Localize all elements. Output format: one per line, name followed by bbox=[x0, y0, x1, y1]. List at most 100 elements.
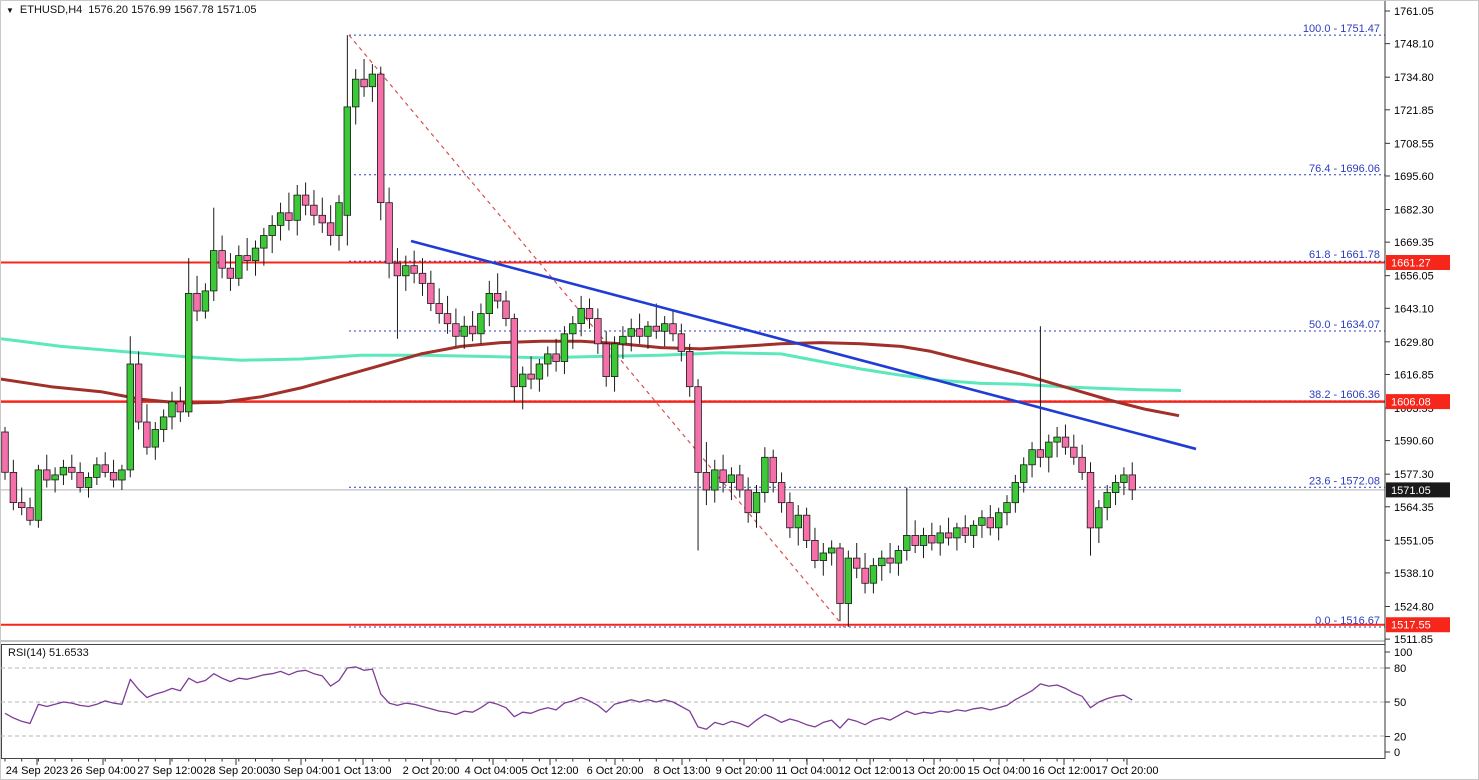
chart-header: ▼ ETHUSD,H4 1576.20 1576.99 1567.78 1571… bbox=[6, 4, 256, 16]
candlestick-series bbox=[1, 35, 1136, 627]
candle-bear bbox=[109, 471, 118, 481]
rsi-line bbox=[4, 666, 1133, 730]
candle-bull bbox=[159, 416, 168, 430]
candle-bear bbox=[43, 469, 51, 481]
price-tick-label: 1643.10 bbox=[1394, 303, 1434, 315]
candle-bear bbox=[385, 202, 393, 264]
candle-bear bbox=[310, 204, 318, 216]
price-label-text: 1606.08 bbox=[1391, 397, 1431, 409]
candle-bear bbox=[861, 567, 869, 584]
candle-bear bbox=[443, 313, 452, 325]
candle-bull bbox=[1103, 492, 1111, 509]
candle-bull bbox=[1120, 474, 1128, 483]
price-tick-label: 1656.05 bbox=[1394, 271, 1434, 283]
time-tick-label: 8 Oct 13:00 bbox=[654, 765, 711, 777]
candle-bull bbox=[627, 328, 635, 337]
descending-trendline bbox=[410, 239, 1197, 451]
rsi-value: 51.6533 bbox=[48, 647, 89, 659]
candle-bull bbox=[878, 557, 886, 567]
candle-bull bbox=[1011, 482, 1019, 504]
price-label-text: 1571.05 bbox=[1391, 485, 1431, 497]
candle-bear bbox=[452, 323, 460, 337]
time-tick-label: 2 Oct 20:00 bbox=[403, 765, 460, 777]
candle-bull bbox=[978, 517, 986, 526]
candle-bear bbox=[585, 308, 594, 320]
candle-bear bbox=[243, 255, 251, 262]
ma-fast-teal bbox=[1, 337, 1182, 392]
candle-bear bbox=[669, 323, 677, 335]
candle-bear bbox=[1078, 456, 1086, 473]
candle-bear bbox=[9, 471, 18, 503]
candle-bear bbox=[928, 535, 936, 544]
time-tick-label: 15 Oct 04:00 bbox=[968, 765, 1031, 777]
candle-bear bbox=[1086, 471, 1095, 529]
time-tick-label: 26 Sep 04:00 bbox=[70, 765, 135, 777]
candle-bull bbox=[661, 323, 669, 332]
candle-bear bbox=[1, 431, 9, 473]
candle-bear bbox=[769, 456, 777, 483]
price-tick-label: 1538.10 bbox=[1394, 568, 1434, 580]
price-label-text: 1661.27 bbox=[1391, 257, 1431, 269]
price-tick-label: 1761.05 bbox=[1394, 6, 1434, 18]
price-label-box bbox=[1386, 482, 1450, 498]
candle-bull bbox=[544, 353, 552, 365]
candle-bull bbox=[351, 78, 360, 108]
candle-bull bbox=[894, 550, 903, 564]
candle-bear bbox=[686, 350, 694, 388]
candle-bull bbox=[1020, 464, 1028, 483]
time-tick-label: 30 Sep 04:00 bbox=[268, 765, 333, 777]
candle-bear bbox=[301, 194, 310, 206]
candle-bull bbox=[209, 250, 218, 292]
candle-bear bbox=[502, 300, 510, 320]
candle-bull bbox=[610, 343, 619, 377]
candle-bull bbox=[995, 512, 1003, 529]
candle-bear bbox=[886, 557, 894, 564]
time-tick-label: 27 Sep 12:00 bbox=[137, 765, 202, 777]
candle-bear bbox=[677, 333, 686, 352]
price-tick-label: 1590.60 bbox=[1394, 436, 1434, 448]
price-tick-label: 1524.80 bbox=[1394, 601, 1434, 613]
fib-level-label: 76.4 - 1696.06 bbox=[1309, 163, 1380, 175]
candle-bull bbox=[727, 474, 736, 483]
candle-bear bbox=[435, 303, 443, 315]
candle-bear bbox=[427, 282, 435, 304]
candle-bear bbox=[836, 547, 844, 604]
rsi-tick-label: 80 bbox=[1394, 663, 1406, 675]
candle-bull bbox=[51, 474, 59, 481]
candle-bull bbox=[1028, 449, 1036, 466]
candle-bull bbox=[752, 492, 761, 514]
candle-bull bbox=[535, 363, 544, 380]
candle-bear bbox=[694, 386, 702, 473]
candle-bull bbox=[569, 323, 577, 335]
candle-bear bbox=[134, 363, 143, 423]
candle-bull bbox=[828, 547, 836, 554]
candle-bull bbox=[936, 532, 944, 544]
candle-bear bbox=[802, 514, 811, 541]
candle-bull bbox=[485, 292, 493, 314]
candle-bull bbox=[477, 313, 485, 335]
rsi-tick-label: 0 bbox=[1394, 747, 1400, 759]
candle-bear bbox=[193, 292, 201, 312]
candle-bull bbox=[368, 73, 377, 88]
candle-bull bbox=[184, 292, 193, 413]
candle-bear bbox=[652, 325, 660, 332]
candle-bull bbox=[794, 514, 802, 529]
candle-bull bbox=[903, 535, 911, 551]
candle-bear bbox=[76, 471, 84, 488]
candle-bull bbox=[844, 557, 852, 604]
candle-bull bbox=[34, 469, 43, 521]
candle-bull bbox=[460, 325, 468, 337]
time-tick-label: 6 Oct 20:00 bbox=[587, 765, 644, 777]
candle-bear bbox=[1036, 449, 1045, 458]
fib-level-label: 100.0 - 1751.47 bbox=[1303, 23, 1380, 35]
candle-bear bbox=[360, 78, 368, 88]
candle-bear bbox=[635, 328, 644, 337]
candle-bear bbox=[777, 482, 786, 504]
candle-bull bbox=[644, 325, 652, 337]
symbol-dropdown-icon[interactable]: ▼ bbox=[6, 5, 14, 15]
time-tick-label: 4 Oct 04:00 bbox=[465, 765, 522, 777]
candle-bear bbox=[736, 474, 744, 491]
candle-bull bbox=[577, 308, 585, 325]
candle-bull bbox=[869, 565, 878, 584]
